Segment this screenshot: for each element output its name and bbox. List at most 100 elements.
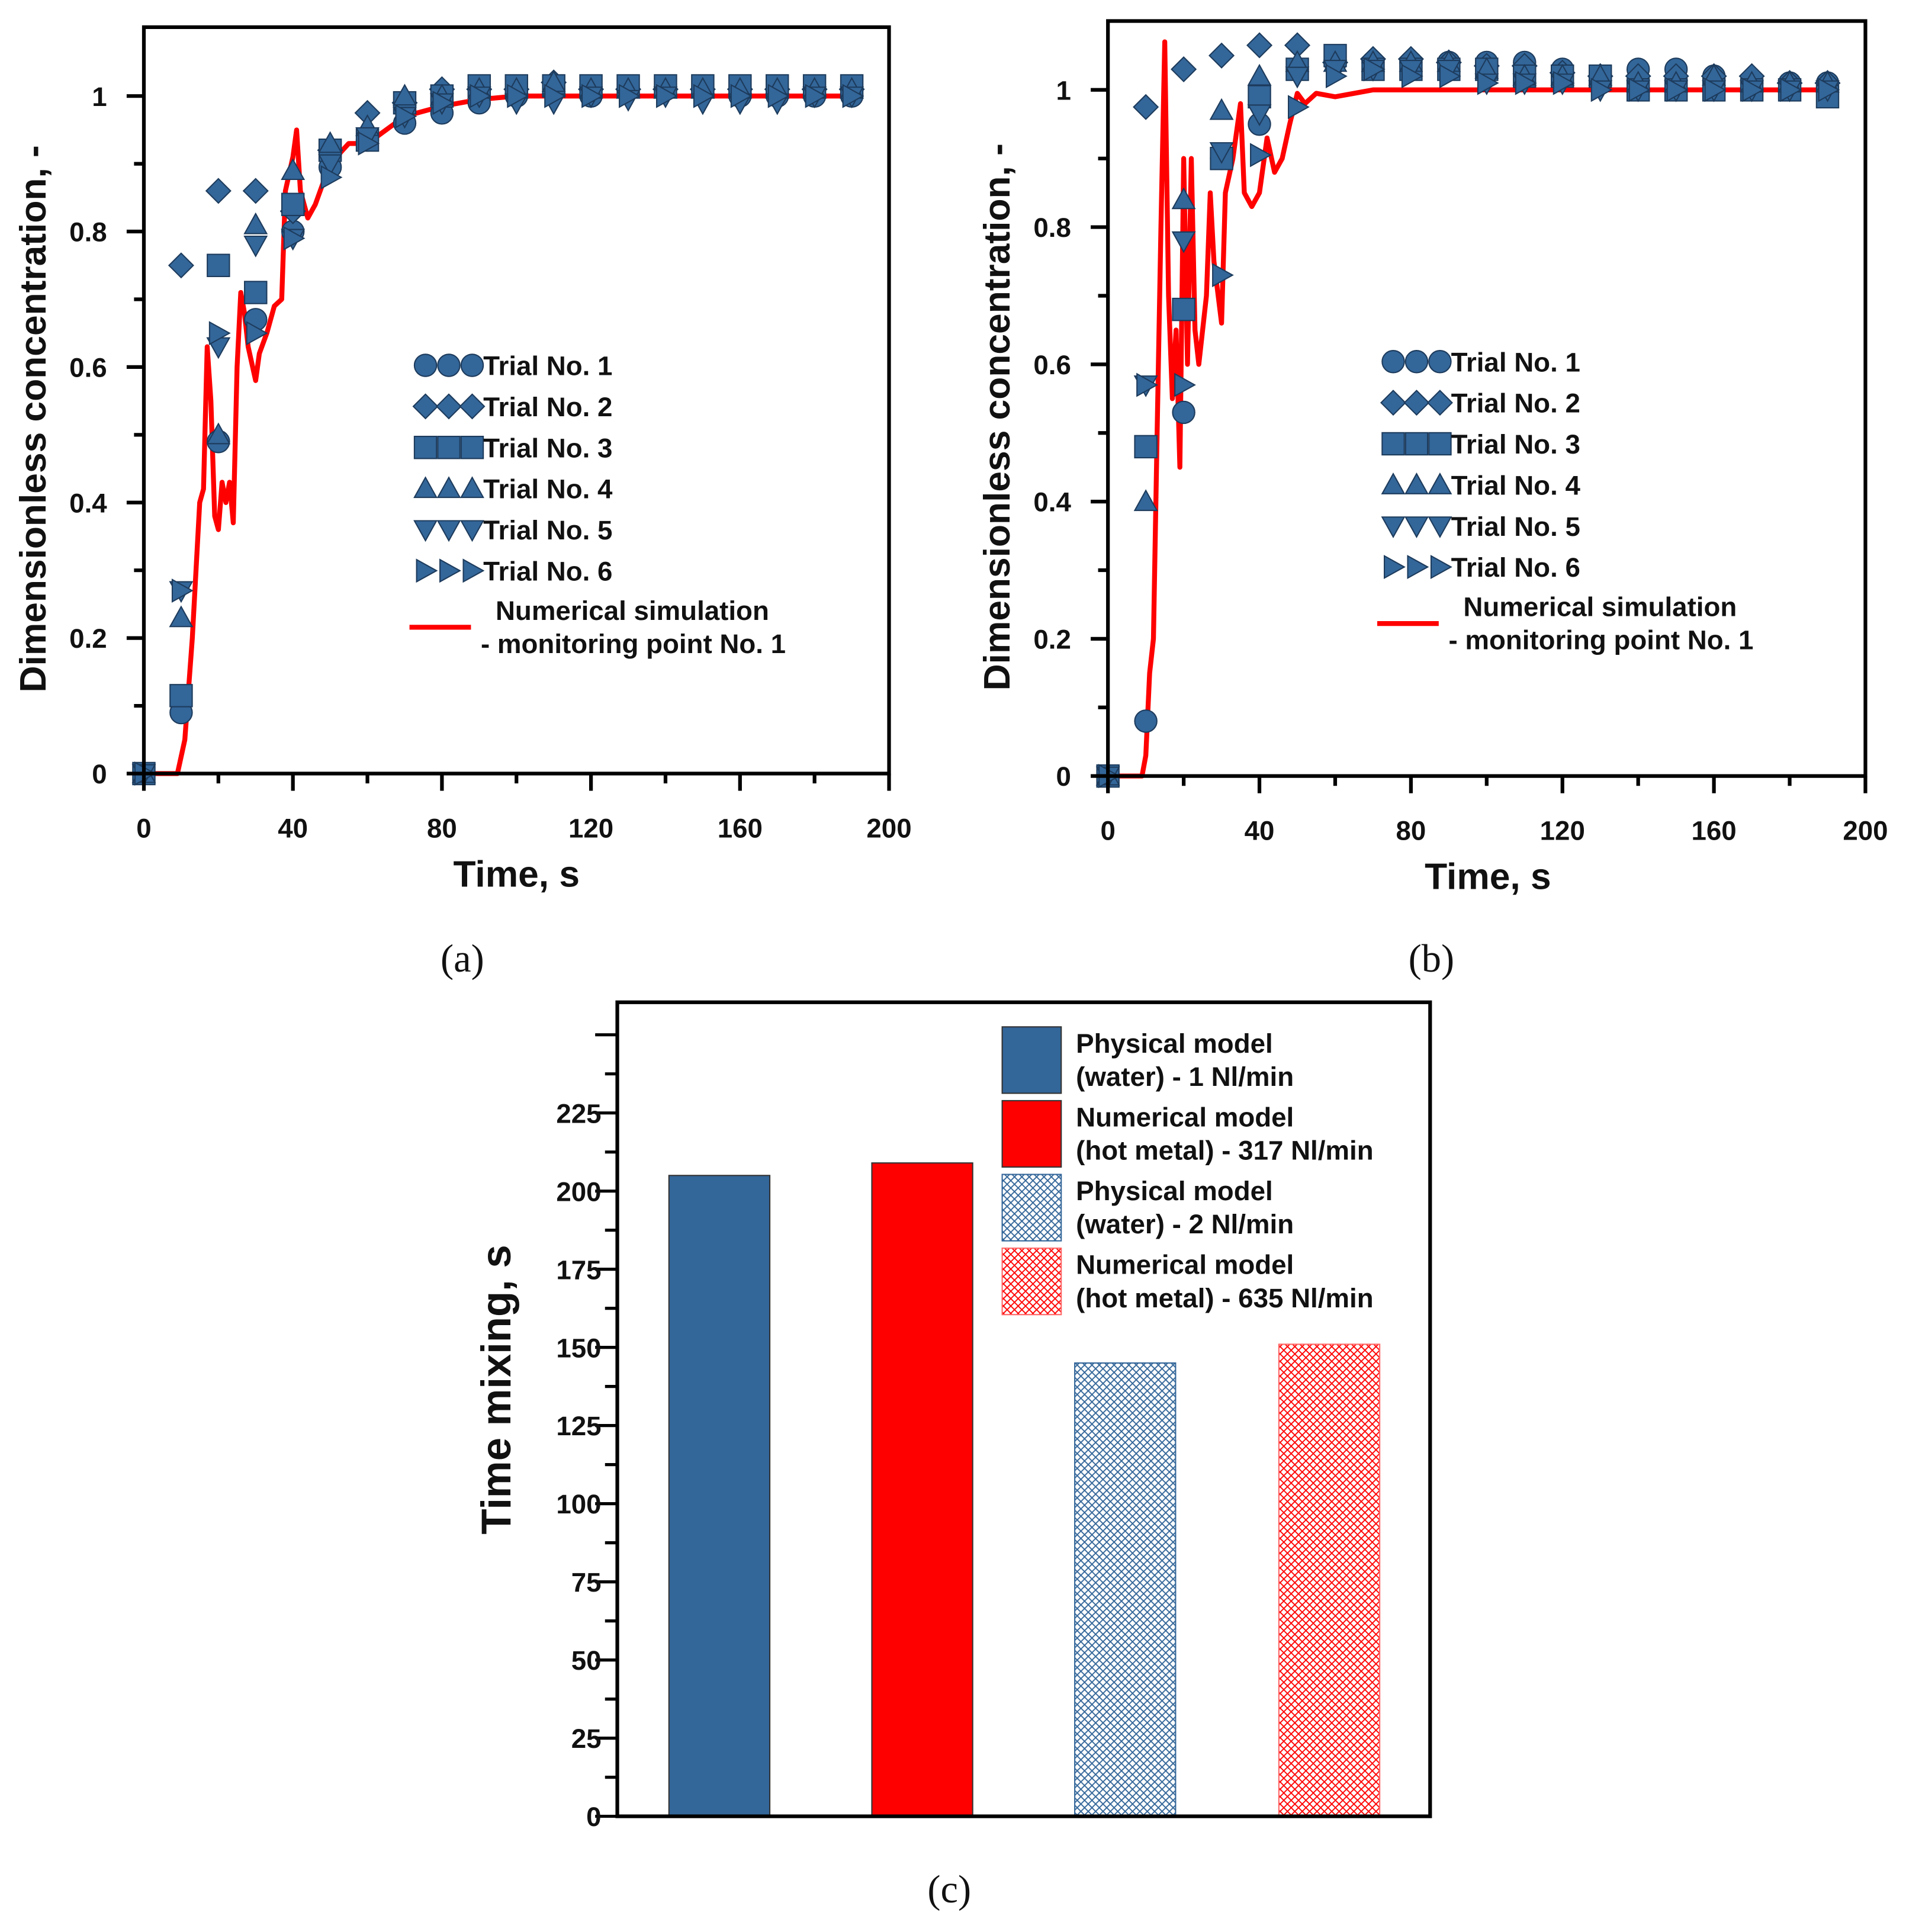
y-tick-label: 0.8 <box>1033 213 1071 243</box>
data-point-triangle-right <box>1325 64 1348 89</box>
data-point-triangle-down <box>318 154 343 176</box>
x-tick-label: 80 <box>427 813 457 843</box>
legend-marker-diamond <box>435 393 462 420</box>
data-point-diamond <box>1171 56 1197 83</box>
data-point-triangle-right <box>395 104 417 128</box>
legend-marker-triangle-down <box>436 520 461 542</box>
legend-marker-diamond <box>1426 390 1453 416</box>
data-point-triangle-right <box>1590 78 1613 102</box>
data-point-triangle-right <box>1553 70 1575 95</box>
data-point-diamond <box>1133 94 1159 120</box>
panel-caption: (a) <box>441 937 484 981</box>
legend-marker-triangle-down <box>413 520 438 542</box>
data-point-triangle-right <box>1477 70 1499 95</box>
data-point-triangle-right <box>1780 78 1802 102</box>
data-point-triangle-right <box>1288 95 1310 120</box>
y-tick-label: 0.4 <box>1033 487 1071 517</box>
y-tick-label: 100 <box>556 1489 601 1519</box>
legend-label: Trial No. 6 <box>1451 552 1580 583</box>
data-point-triangle-right <box>208 321 231 346</box>
legend-swatch <box>1001 1174 1062 1242</box>
legend-marker-triangle-up <box>1381 472 1406 494</box>
y-tick-label: 0.4 <box>69 488 107 518</box>
data-point-triangle-right <box>283 226 306 250</box>
legend-marker-triangle-down <box>460 520 484 542</box>
x-tick-label: 120 <box>568 813 613 843</box>
legend-marker-circle <box>1428 350 1452 374</box>
data-point-triangle-up <box>281 158 306 181</box>
data-point-triangle-down <box>1171 231 1196 253</box>
legend-marker-diamond <box>412 393 439 420</box>
legend-marker-square <box>1381 432 1405 456</box>
plot-frame <box>615 1000 1432 1818</box>
panel-caption: (c) <box>927 1868 971 1911</box>
data-point-triangle-right <box>544 83 567 108</box>
data-point-triangle-down <box>1285 66 1310 89</box>
x-tick-label: 40 <box>1245 816 1275 846</box>
data-point-triangle-right <box>581 83 603 108</box>
legend-label: Numerical simulation <box>1463 592 1737 622</box>
panel-caption: (b) <box>1409 937 1454 981</box>
data-point-triangle-up <box>243 212 268 234</box>
legend-marker-triangle-right <box>1430 555 1452 580</box>
data-point-triangle-right <box>1742 78 1764 102</box>
data-point-triangle-down <box>1247 104 1272 127</box>
legend-label: Trial No. 4 <box>1451 470 1581 500</box>
y-tick-label: 75 <box>571 1567 602 1597</box>
data-point-square <box>244 281 268 304</box>
legend-marker-circle <box>437 353 461 377</box>
data-point-triangle-right <box>842 83 864 108</box>
data-point-triangle-right <box>1818 78 1840 102</box>
legend-marker-triangle-right <box>416 558 438 583</box>
data-point-diamond <box>242 178 269 204</box>
panel-c-chart: 0 25 50 75 100 125 150 175 200 225 Time mixing, s P… <box>473 1000 1432 1911</box>
data-point-triangle-right <box>619 83 641 108</box>
y-tick-label: 200 <box>556 1176 601 1207</box>
legend-label: Trial No. 2 <box>1451 388 1580 419</box>
data-point-triangle-right <box>1439 64 1461 89</box>
data-point-triangle-right <box>432 91 455 115</box>
bar <box>668 1175 771 1817</box>
data-point-triangle-right <box>655 83 678 108</box>
legend-marker-triangle-right <box>1407 555 1429 580</box>
y-axis-title: Dimensionless concentration, - <box>13 145 54 692</box>
data-point-square <box>281 192 305 217</box>
legend-marker-diamond <box>1380 390 1407 416</box>
y-tick-label: 225 <box>556 1098 601 1129</box>
legend-marker-diamond <box>459 393 486 420</box>
data-point-square <box>1134 435 1158 459</box>
data-point-triangle-right <box>320 165 343 189</box>
legend-label: Trial No. 1 <box>483 351 612 381</box>
data-point-circle <box>1172 400 1195 425</box>
data-point-diamond <box>205 178 232 204</box>
y-tick-label: 0 <box>1056 761 1071 792</box>
y-tick-label: 1 <box>1056 75 1071 105</box>
y-axis-title: Time mixing, s <box>473 1245 519 1534</box>
data-point-triangle-up <box>1133 489 1158 512</box>
legend-marker-triangle-right <box>462 558 485 583</box>
legend-label: - monitoring point No. 1 <box>481 629 786 659</box>
legend-label: Trial No. 4 <box>483 474 613 504</box>
legend-marker-triangle-down <box>1404 516 1429 539</box>
y-tick-label: 0 <box>92 759 107 789</box>
y-tick-label: 50 <box>571 1645 602 1676</box>
x-axis-title: Time, s <box>453 854 580 895</box>
data-point-triangle-right <box>171 578 194 603</box>
legend-marker-circle <box>413 353 438 377</box>
data-point-triangle-right <box>1704 78 1727 102</box>
legend-label: - monitoring point No. 1 <box>1448 625 1753 655</box>
y-tick-label: 0 <box>586 1802 601 1832</box>
y-tick-label: 0.2 <box>69 623 107 654</box>
data-point-triangle-up <box>393 83 417 106</box>
data-point-triangle-up <box>1209 98 1234 120</box>
legend-marker-triangle-up <box>1428 472 1452 494</box>
panel-a-chart: 0 40 80 120 160 200 0 0.2 0.4 0.6 0.8 1 Time, s Dimen… <box>13 25 912 981</box>
legend-swatch <box>1001 1248 1062 1316</box>
legend-marker-diamond <box>1403 390 1430 416</box>
legend-swatch <box>1001 1100 1062 1168</box>
data-point-diamond <box>168 252 194 279</box>
legend-label: Trial No. 5 <box>483 515 612 545</box>
x-tick-label: 0 <box>1100 816 1115 846</box>
x-tick-label: 200 <box>866 813 911 843</box>
